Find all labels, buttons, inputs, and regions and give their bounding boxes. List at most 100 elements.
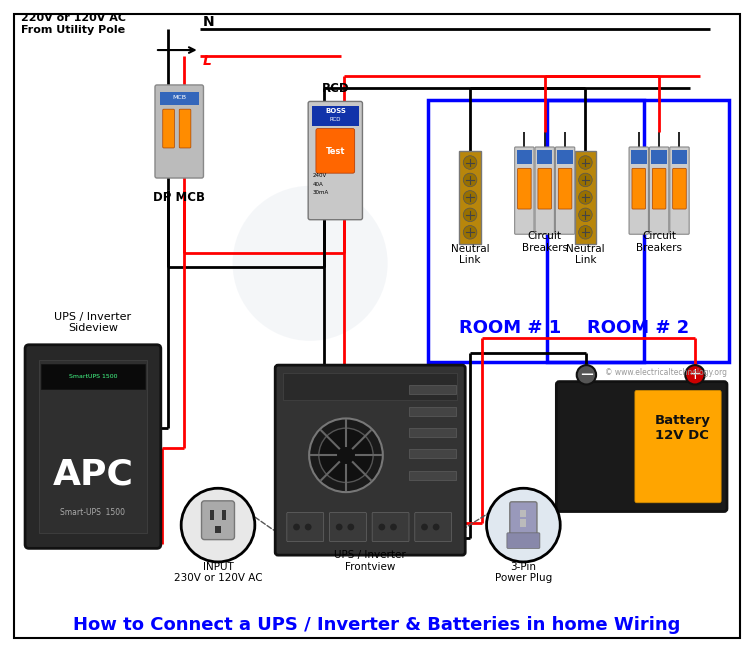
Text: ROOM # 2: ROOM # 2 — [587, 319, 689, 337]
Text: Circuit
Breakers: Circuit Breakers — [522, 231, 568, 253]
FancyBboxPatch shape — [649, 147, 669, 234]
Text: 220V or 120V AC
From Utility Pole: 220V or 120V AC From Utility Pole — [21, 13, 126, 35]
Text: Test: Test — [326, 146, 345, 156]
Circle shape — [181, 488, 255, 562]
Text: RCD: RCD — [329, 117, 341, 122]
FancyBboxPatch shape — [507, 533, 540, 548]
FancyBboxPatch shape — [538, 169, 551, 209]
Circle shape — [578, 208, 592, 221]
Circle shape — [390, 523, 397, 531]
Bar — [557, 150, 573, 165]
Circle shape — [309, 419, 383, 492]
FancyBboxPatch shape — [652, 169, 666, 209]
Bar — [547, 100, 729, 362]
Circle shape — [433, 523, 440, 531]
Bar — [631, 150, 646, 165]
Circle shape — [463, 191, 477, 204]
FancyBboxPatch shape — [556, 381, 727, 512]
FancyBboxPatch shape — [163, 109, 174, 148]
Circle shape — [578, 225, 592, 239]
Text: SmartUPS 1500: SmartUPS 1500 — [69, 374, 117, 379]
Circle shape — [577, 365, 596, 385]
Circle shape — [486, 488, 560, 562]
Bar — [312, 106, 359, 126]
Text: 30mA: 30mA — [313, 191, 329, 195]
Text: RCD: RCD — [321, 82, 349, 95]
FancyBboxPatch shape — [632, 169, 645, 209]
Text: −: − — [579, 366, 594, 384]
Bar — [516, 150, 532, 165]
FancyBboxPatch shape — [201, 501, 234, 540]
Circle shape — [463, 173, 477, 187]
FancyBboxPatch shape — [535, 147, 554, 234]
Bar — [428, 100, 644, 362]
FancyBboxPatch shape — [510, 502, 537, 534]
Text: ROOM # 1: ROOM # 1 — [459, 319, 561, 337]
Text: BOSS: BOSS — [325, 108, 346, 114]
Bar — [409, 407, 455, 415]
Text: Circuit
Breakers: Circuit Breakers — [636, 231, 682, 253]
Circle shape — [379, 523, 385, 531]
FancyBboxPatch shape — [515, 147, 534, 234]
Circle shape — [232, 186, 388, 341]
FancyBboxPatch shape — [558, 169, 572, 209]
FancyBboxPatch shape — [673, 169, 686, 209]
FancyBboxPatch shape — [372, 512, 409, 542]
Circle shape — [463, 156, 477, 169]
FancyBboxPatch shape — [415, 512, 452, 542]
Bar — [283, 373, 458, 400]
Text: APC: APC — [53, 458, 133, 492]
Bar — [459, 151, 481, 244]
FancyBboxPatch shape — [635, 391, 721, 503]
Bar — [41, 364, 146, 389]
Text: Battery
12V DC: Battery 12V DC — [654, 414, 710, 442]
Circle shape — [685, 365, 705, 385]
Bar — [222, 510, 225, 520]
Bar — [409, 449, 455, 458]
Circle shape — [578, 156, 592, 169]
FancyBboxPatch shape — [25, 345, 161, 548]
FancyBboxPatch shape — [155, 85, 204, 178]
Text: Neutral
Link: Neutral Link — [566, 243, 605, 266]
Text: N: N — [203, 15, 214, 29]
FancyBboxPatch shape — [316, 129, 354, 173]
FancyBboxPatch shape — [308, 102, 363, 219]
Bar — [575, 151, 596, 244]
Circle shape — [305, 523, 311, 531]
Text: L: L — [203, 53, 211, 68]
Circle shape — [293, 523, 300, 531]
FancyBboxPatch shape — [629, 147, 648, 234]
Text: 3-Pin
Power Plug: 3-Pin Power Plug — [495, 562, 552, 583]
Circle shape — [578, 191, 592, 204]
Circle shape — [319, 428, 373, 482]
Bar — [409, 471, 455, 480]
Text: INPUT
230V or 120V AC: INPUT 230V or 120V AC — [173, 562, 262, 583]
FancyBboxPatch shape — [670, 147, 689, 234]
Bar — [520, 519, 526, 527]
Bar — [520, 510, 526, 518]
FancyBboxPatch shape — [275, 365, 465, 555]
FancyBboxPatch shape — [556, 147, 575, 234]
FancyBboxPatch shape — [517, 169, 531, 209]
Text: Smart-UPS  1500: Smart-UPS 1500 — [60, 508, 125, 518]
Text: UPS / Inverter
Sideview: UPS / Inverter Sideview — [54, 312, 131, 333]
Circle shape — [463, 208, 477, 221]
Bar — [651, 150, 667, 165]
Circle shape — [336, 523, 342, 531]
Text: 40A: 40A — [313, 182, 323, 187]
Bar — [210, 510, 214, 520]
Bar — [672, 150, 687, 165]
Bar — [409, 385, 455, 395]
Bar — [215, 526, 221, 533]
Circle shape — [578, 173, 592, 187]
FancyBboxPatch shape — [287, 512, 323, 542]
Text: Neutral
Link: Neutral Link — [451, 243, 489, 266]
Text: +: + — [688, 367, 701, 382]
Text: MCB: MCB — [172, 96, 186, 100]
Circle shape — [421, 523, 428, 531]
Bar — [537, 150, 553, 165]
Bar — [409, 428, 455, 437]
Circle shape — [348, 523, 354, 531]
Text: 240V: 240V — [313, 173, 327, 178]
FancyBboxPatch shape — [179, 109, 191, 148]
